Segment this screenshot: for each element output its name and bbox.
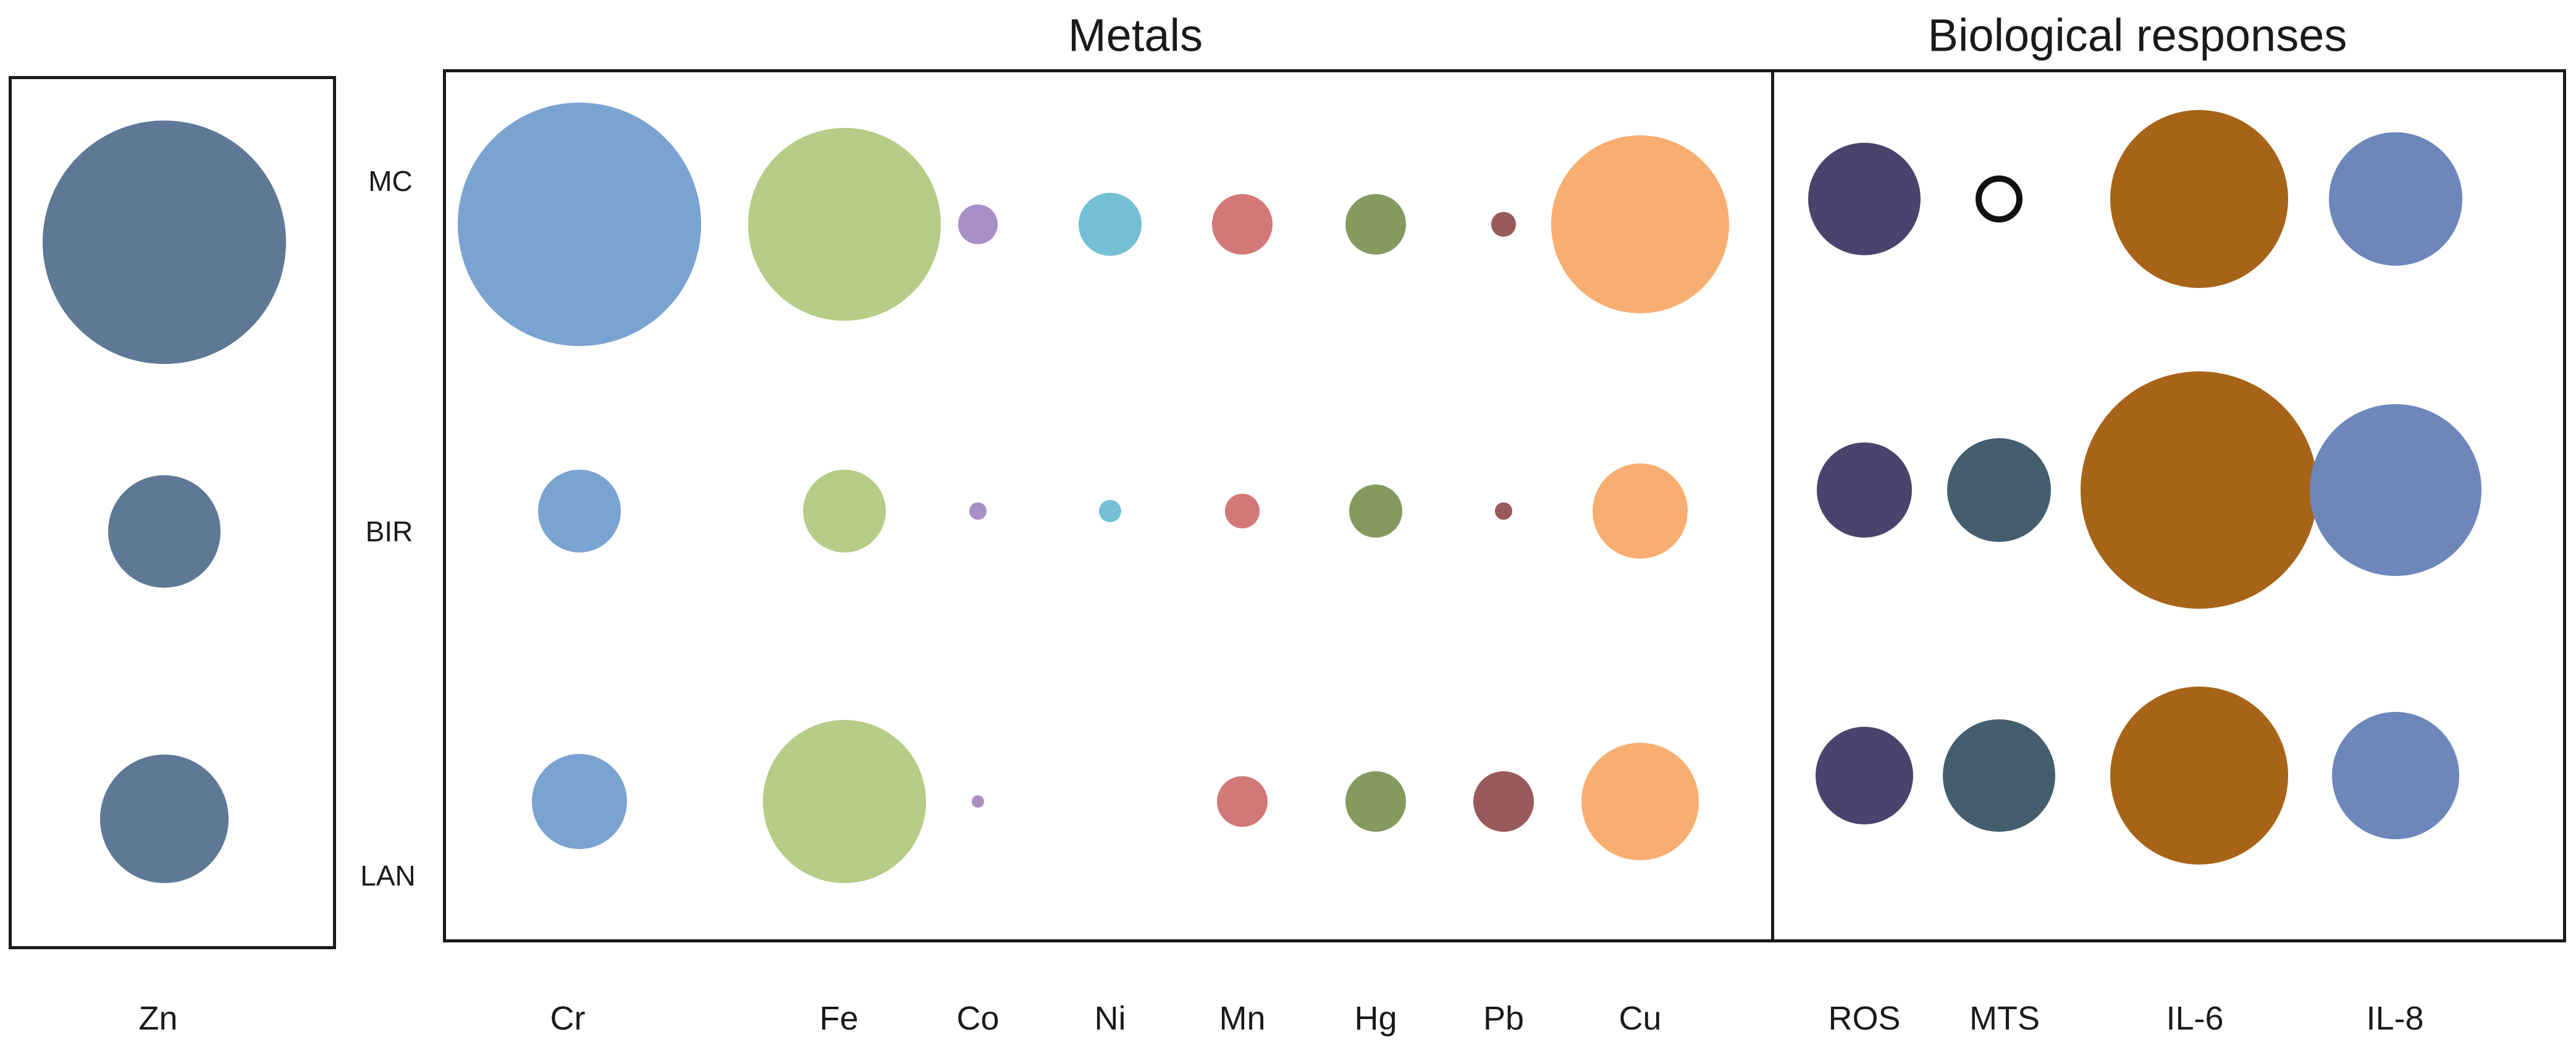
bubble-fe-mc (748, 128, 941, 321)
bubble-cr-lan (532, 754, 627, 849)
bubble-co-lan (972, 795, 984, 808)
bubble-pb-lan (1473, 771, 1534, 832)
col-label-zn: Zn (138, 1000, 178, 1037)
bubble-hg-lan (1345, 771, 1407, 832)
bubble-co-bir (969, 502, 987, 520)
bubble-mts-lan (1942, 719, 2056, 832)
bubble-zn-lan (99, 754, 229, 884)
col-label-pb: Pb (1483, 1000, 1525, 1037)
bubble-il8-bir (2309, 404, 2482, 577)
bubble-mn-bir (1225, 494, 1260, 528)
bubble-pb-bir (1495, 502, 1512, 520)
bubble-ni-mc (1078, 192, 1142, 256)
col-label-il8: IL-8 (2366, 1000, 2424, 1037)
bubble-mts-mc (1975, 175, 2023, 223)
bubble-hg-mc (1345, 193, 1407, 255)
row-label-lan: LAN (360, 860, 416, 892)
col-label-co: Co (956, 1000, 1000, 1037)
bubble-ni-bir (1099, 500, 1121, 522)
bubble-pb-mc (1491, 212, 1516, 237)
bubble-il6-bir (2081, 371, 2318, 609)
row-label-mc: MC (368, 165, 413, 197)
bubble-cu-bir (1593, 463, 1688, 559)
bubble-cr-bir (538, 470, 621, 552)
bubble-il8-lan (2331, 711, 2460, 840)
bubble-fe-bir (803, 470, 886, 552)
metals-biological-divider (1771, 69, 1774, 942)
bubble-il6-mc (2110, 110, 2288, 288)
col-label-mts: MTS (1969, 1000, 2040, 1037)
col-label-ros: ROS (1828, 1000, 1901, 1037)
biological-group-title: Biological responses (1927, 9, 2347, 61)
zn-panel-frame (9, 76, 336, 949)
bubble-il6-lan (2110, 687, 2288, 865)
bubble-cu-mc (1551, 135, 1729, 313)
metals-group-title: Metals (1068, 9, 1203, 61)
bubble-mts-bir (1947, 438, 2051, 542)
bubble-hg-bir (1349, 484, 1403, 538)
bubble-ros-mc (1808, 142, 1921, 256)
col-label-fe: Fe (819, 1000, 859, 1037)
bubble-fe-lan (763, 720, 926, 883)
col-label-mn: Mn (1219, 1000, 1266, 1037)
bubble-co-mc (958, 205, 998, 244)
col-label-hg: Hg (1354, 1000, 1397, 1037)
col-label-cu: Cu (1618, 1000, 1662, 1037)
bubble-ros-lan (1815, 726, 1914, 825)
col-label-cr: Cr (550, 1000, 586, 1037)
row-label-bir: BIR (365, 515, 413, 548)
bubble-zn-bir (108, 475, 221, 588)
bubble-zn-mc (43, 121, 286, 364)
bubble-cr-mc (458, 103, 701, 346)
bubble-cu-lan (1581, 743, 1699, 860)
col-label-ni: Ni (1094, 1000, 1126, 1037)
main-panel-frame (443, 69, 2566, 942)
bubble-mn-lan (1216, 776, 1268, 827)
bubble-mn-mc (1211, 193, 1273, 255)
col-label-il6: IL-6 (2166, 1000, 2224, 1037)
bubble-il8-mc (2329, 132, 2462, 266)
bubble-ros-bir (1817, 442, 1912, 538)
